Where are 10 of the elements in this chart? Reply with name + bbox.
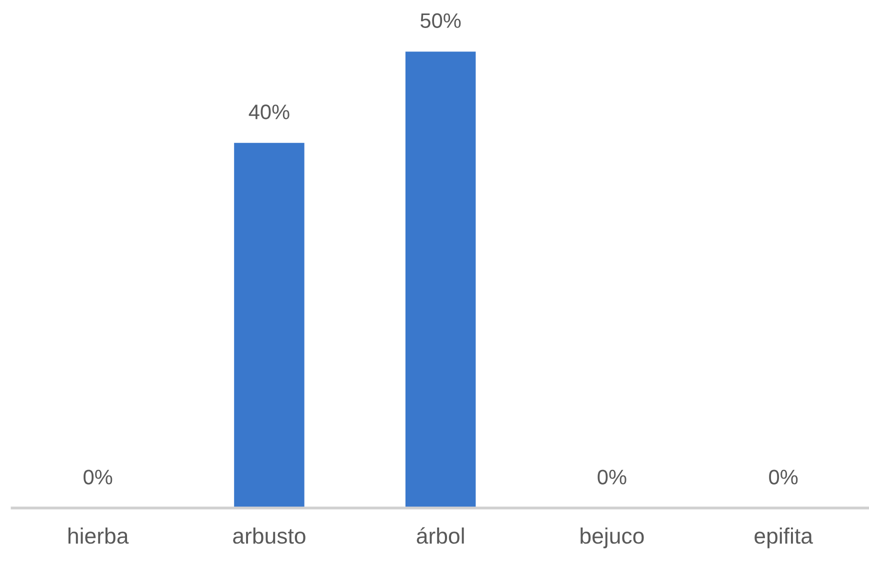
data-label: 40% bbox=[248, 104, 290, 120]
x-tick-label: hierba bbox=[68, 527, 129, 544]
data-label: 0% bbox=[84, 470, 112, 484]
x-tick-label: epifita bbox=[754, 527, 813, 548]
data-label: 0% bbox=[598, 470, 626, 484]
data-label: 0% bbox=[769, 470, 798, 484]
x-tick-label: bejuco bbox=[580, 527, 644, 548]
x-tick-label: árbol bbox=[416, 527, 464, 544]
data-label: 50% bbox=[420, 13, 461, 28]
x-tick-label: arbusto bbox=[233, 527, 306, 544]
